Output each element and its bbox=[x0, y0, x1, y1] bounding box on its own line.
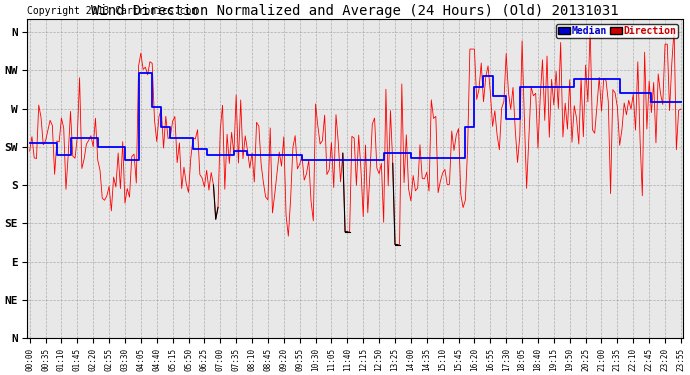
Title: Wind Direction Normalized and Average (24 Hours) (Old) 20131031: Wind Direction Normalized and Average (2… bbox=[92, 4, 619, 18]
Text: Copyright 2013 Cartronics.com: Copyright 2013 Cartronics.com bbox=[28, 6, 198, 16]
Legend: Median, Direction: Median, Direction bbox=[556, 24, 678, 38]
